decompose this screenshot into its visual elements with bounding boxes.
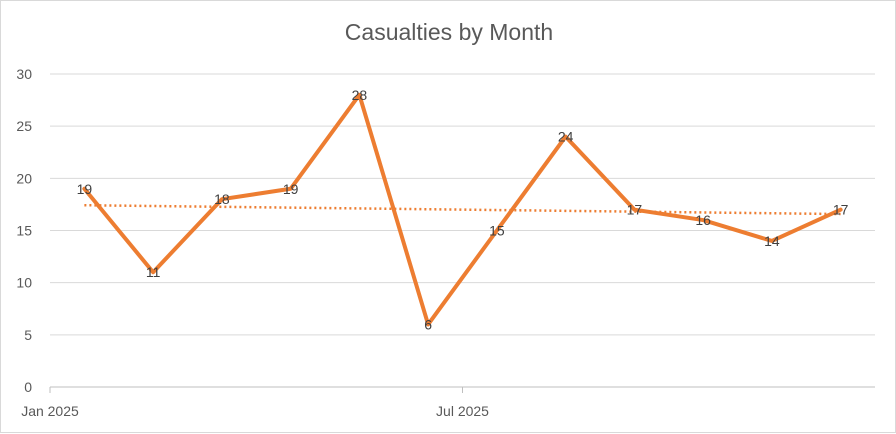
trendline <box>84 203 841 216</box>
y-tick-label: 5 <box>24 327 32 343</box>
data-label: 14 <box>764 233 780 249</box>
data-label: 17 <box>833 202 849 218</box>
x-axis: Jan 2025 Jul 2025 <box>21 386 875 419</box>
data-label: 6 <box>424 316 432 332</box>
data-label: 19 <box>77 181 93 197</box>
x-tick-label: Jul 2025 <box>436 403 489 419</box>
y-tick-label: 25 <box>16 118 32 134</box>
y-tick-label: 15 <box>16 223 32 239</box>
data-label: 11 <box>146 264 161 280</box>
data-label: 18 <box>214 191 230 207</box>
data-label: 24 <box>558 129 574 145</box>
x-tick-label: Jan 2025 <box>21 403 79 419</box>
series-line <box>82 92 843 327</box>
y-tick-label: 0 <box>24 379 32 395</box>
y-tick-label: 10 <box>16 275 32 291</box>
data-label: 16 <box>695 212 711 228</box>
gridlines <box>50 73 875 336</box>
data-labels: 19 11 18 19 28 6 15 24 17 16 14 17 <box>77 87 849 333</box>
data-label: 19 <box>283 181 299 197</box>
chart-title: Casualties by Month <box>344 19 554 45</box>
data-label: 28 <box>352 87 368 103</box>
data-label: 15 <box>489 223 505 239</box>
y-tick-label: 30 <box>16 66 32 82</box>
y-axis-ticks: 0 5 10 15 20 25 30 <box>16 66 32 395</box>
y-tick-label: 20 <box>16 170 32 186</box>
data-label: 17 <box>627 202 643 218</box>
